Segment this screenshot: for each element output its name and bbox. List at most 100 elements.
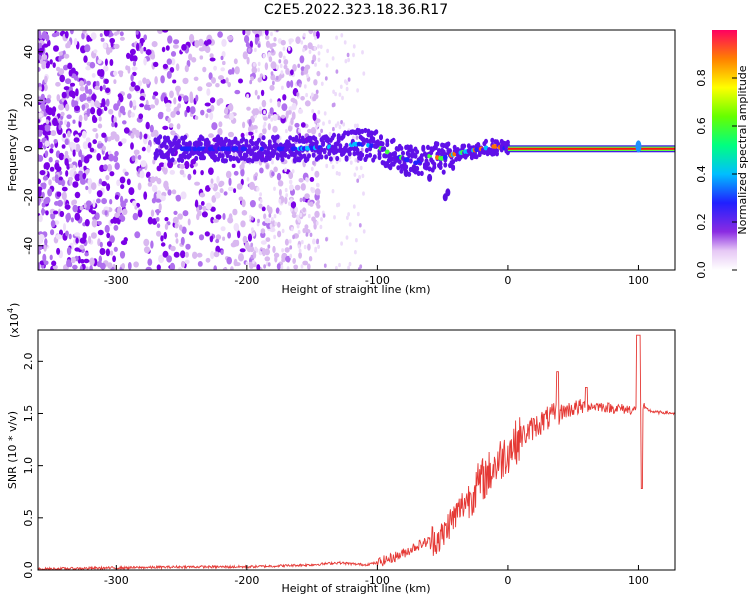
spectrogram-cell (160, 94, 164, 102)
spectrogram-cell (359, 165, 363, 171)
spectrogram-cell (320, 217, 323, 222)
spectrogram-cell (130, 132, 135, 139)
ridge-cell (220, 153, 225, 159)
spectrogram-cell (146, 144, 151, 153)
ridge-cell (198, 141, 203, 147)
spectrogram-cell (149, 124, 154, 133)
spectrogram-cell (209, 112, 214, 121)
spectrogram-cell (106, 47, 111, 55)
spectrogram-cell (114, 194, 119, 200)
spectrogram-cell (180, 250, 186, 259)
ridge-cell (451, 159, 456, 165)
spectrogram-cell (103, 156, 107, 161)
spectrogram-cell (145, 121, 150, 130)
spectrogram-cell (248, 119, 252, 127)
spectrogram-cell (44, 140, 50, 147)
spectrogram-cell (213, 65, 218, 71)
spectrogram-cell (361, 173, 365, 179)
spectrogram-cell (173, 97, 177, 105)
spectrogram-cell (315, 221, 319, 226)
spectrogram-cell (331, 56, 335, 61)
spectrogram-cell (82, 30, 87, 34)
x-tick-label: -200 (234, 574, 259, 587)
ridge-cell (228, 154, 233, 160)
spectrogram-cell (169, 262, 176, 270)
spectrogram-cell (98, 255, 103, 263)
spectrogram-cell (210, 250, 215, 260)
spectrogram-cell (113, 43, 120, 50)
spectrogram-cell (216, 99, 221, 106)
spectrogram-cell (193, 76, 199, 82)
spectrogram-cell (260, 228, 266, 234)
spectrogram-cell (249, 200, 256, 208)
spectrogram-cell (138, 113, 144, 120)
spectrogram-cell (309, 177, 315, 182)
spectrogram-cell (79, 166, 84, 171)
spectrogram-cell (219, 188, 224, 194)
spectrogram-cell (304, 224, 309, 230)
spectrogram-cell (274, 221, 278, 226)
x-tick-label: 0 (504, 574, 511, 587)
ridge-cell (366, 132, 371, 138)
spectrogram-cell (96, 153, 101, 161)
spectrogram-cell (133, 261, 139, 268)
spectrogram-cell (347, 212, 350, 217)
top-x-ticks: -300 -200 -100 0 100 (104, 265, 649, 287)
spectrogram-cell (316, 204, 321, 209)
spectrogram-cell (143, 34, 147, 41)
spectrogram-cell (74, 212, 81, 221)
spectrogram-cell (271, 48, 274, 53)
spectrogram-cell (56, 94, 61, 102)
snr-line (38, 334, 675, 570)
spectrogram-cell (298, 248, 302, 253)
spectrogram-cell (73, 100, 79, 107)
spectrogram-cell (77, 159, 82, 167)
snr-panel: -300 -200 -100 0 100 0.0 0.5 1.0 1.5 2.0 Height … (6, 303, 676, 595)
spectrogram-cell (90, 182, 97, 191)
spectrogram-cell (130, 81, 136, 87)
spectrogram-cell (228, 102, 233, 111)
spectrogram-cell (290, 207, 293, 212)
spectrogram-cell (307, 128, 312, 134)
spectrogram-cell (314, 210, 320, 218)
spectrogram-cell (245, 41, 250, 48)
ridge-cell (239, 155, 244, 161)
spectrogram-cell (179, 224, 183, 231)
y-scale-note-close: ) (8, 303, 21, 307)
spectrogram-cell (256, 222, 260, 227)
ridge-cell (244, 152, 249, 159)
ridge-cell (445, 188, 451, 197)
x-tick-label: 100 (628, 274, 649, 287)
ridge-cell (408, 144, 413, 150)
spectrogram-cell (143, 133, 148, 140)
ridge-cell (474, 154, 479, 160)
spectrogram-cell (293, 264, 299, 270)
spectrogram-cell (113, 79, 117, 84)
spectrogram-cell (132, 71, 137, 77)
spectrogram-cell (230, 266, 234, 270)
spectrogram-cell (167, 35, 173, 44)
spectrogram-cell (173, 210, 178, 215)
spectrogram-cell (60, 111, 65, 117)
spectrogram-cell (261, 206, 266, 212)
spectrogram-cell (297, 244, 301, 249)
ridge-cell (361, 137, 366, 143)
spectrogram-cell (253, 62, 256, 67)
spectrogram-cell (143, 57, 147, 66)
spectrogram-cell (91, 93, 97, 101)
spectrogram-cell (54, 177, 60, 184)
spectrogram-cell (151, 41, 158, 48)
spectrogram-cell (179, 169, 185, 175)
spectrogram-cell (99, 241, 103, 248)
spectrogram-cell (127, 65, 131, 74)
spectrogram-cell (357, 267, 361, 270)
spectrogram-cell (170, 130, 176, 136)
spectrogram-cell (292, 64, 297, 72)
spectrogram-cell (277, 74, 282, 81)
spectrogram-cell (349, 160, 353, 165)
spectrogram-cell (230, 242, 237, 248)
spectrogram-cell (291, 102, 297, 111)
spectrogram-cell (257, 67, 260, 73)
spectrogram-cell (315, 89, 319, 95)
spectrogram-cell (233, 188, 237, 194)
